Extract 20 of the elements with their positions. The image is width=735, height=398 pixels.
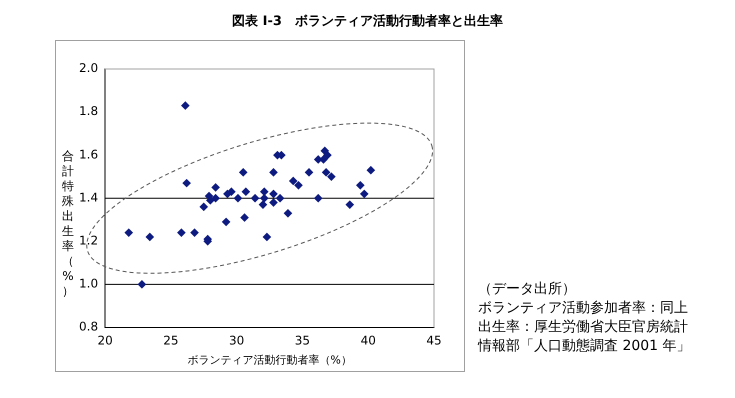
y-tick-label: 1.2 (78, 233, 98, 248)
y-tick-label: 0.8 (78, 320, 98, 334)
chart-title: 図表 I-3 ボランティア活動行動者率と出生率 (231, 12, 504, 30)
text: 出生率：厚生労働省大臣官房統計 (478, 318, 689, 337)
x-axis-title: ボランティア活動行動者率（%） (187, 353, 352, 366)
x-tick-label: 35 (294, 334, 310, 348)
text: 情報部「人口動態調査 2001 年」 (478, 337, 691, 356)
y-tick-label: 1.8 (78, 104, 98, 118)
y-tick-label: 1.0 (78, 276, 98, 290)
text: ボランティア活動参加者率：同上 (478, 299, 689, 318)
text: 合計特殊出生率（%） (62, 149, 74, 298)
x-tick-label: 20 (97, 334, 113, 348)
y-tick-label: 2.0 (78, 61, 98, 76)
y-tick-label: 1.4 (78, 190, 98, 204)
x-tick-label: 30 (229, 334, 244, 348)
x-tick-label: 45 (426, 334, 442, 348)
x-tick-label: 25 (163, 334, 179, 348)
text: （データ出所） (478, 280, 577, 299)
x-tick-label: 40 (360, 334, 376, 348)
y-tick-label: 1.6 (78, 147, 98, 162)
